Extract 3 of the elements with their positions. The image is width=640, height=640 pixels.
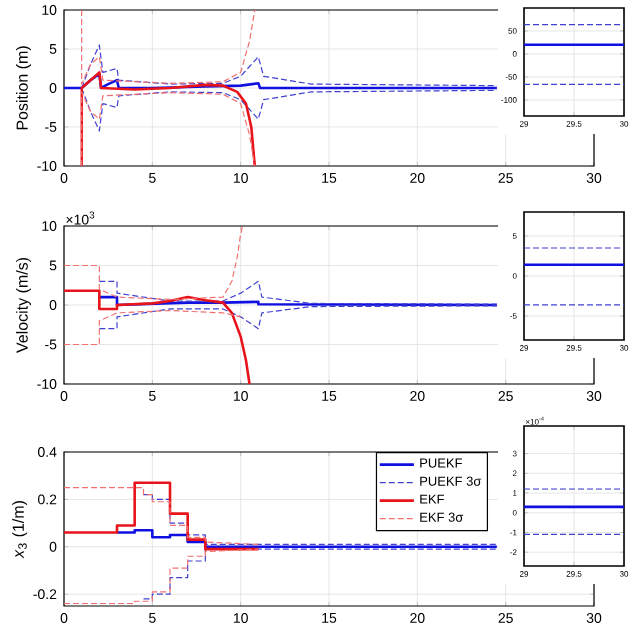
y-axis-title: Velocity (m/s) xyxy=(16,258,31,353)
y-axis-title: Position (m) xyxy=(16,46,31,130)
y-axis-title: x$_{3}$ (1/m) xyxy=(12,501,28,559)
